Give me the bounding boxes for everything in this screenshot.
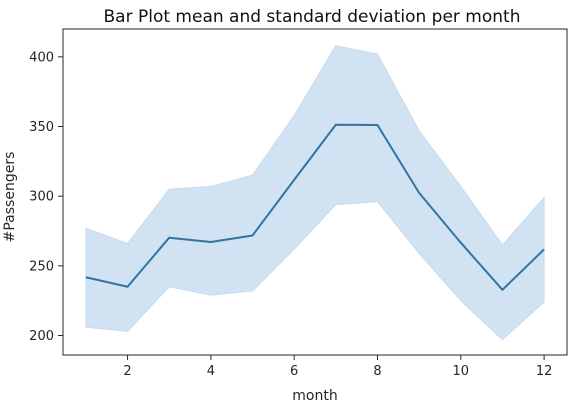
y-axis-ticks: 200 250 300 350 400 bbox=[29, 50, 63, 344]
y-tick-label: 200 bbox=[29, 329, 54, 344]
x-axis-label: month bbox=[292, 388, 337, 404]
x-tick-label: 2 bbox=[123, 364, 131, 379]
plot-frame bbox=[62, 28, 568, 356]
chart-title: Bar Plot mean and standard deviation per… bbox=[104, 7, 521, 27]
x-tick-label: 10 bbox=[453, 364, 470, 379]
x-tick-label: 12 bbox=[536, 364, 553, 379]
x-tick-label: 6 bbox=[290, 364, 298, 379]
y-tick-label: 350 bbox=[29, 120, 54, 135]
y-axis-label: #Passengers bbox=[2, 152, 18, 243]
y-tick-label: 400 bbox=[29, 50, 54, 65]
x-tick-label: 4 bbox=[207, 364, 215, 379]
y-tick-label: 300 bbox=[29, 190, 54, 205]
plot-area bbox=[62, 28, 568, 356]
mean-line bbox=[85, 123, 545, 291]
confidence-band bbox=[85, 45, 545, 341]
y-tick-label: 250 bbox=[29, 259, 54, 274]
x-axis-ticks: 2 4 6 8 10 12 bbox=[123, 355, 552, 379]
x-tick-label: 8 bbox=[373, 364, 381, 379]
